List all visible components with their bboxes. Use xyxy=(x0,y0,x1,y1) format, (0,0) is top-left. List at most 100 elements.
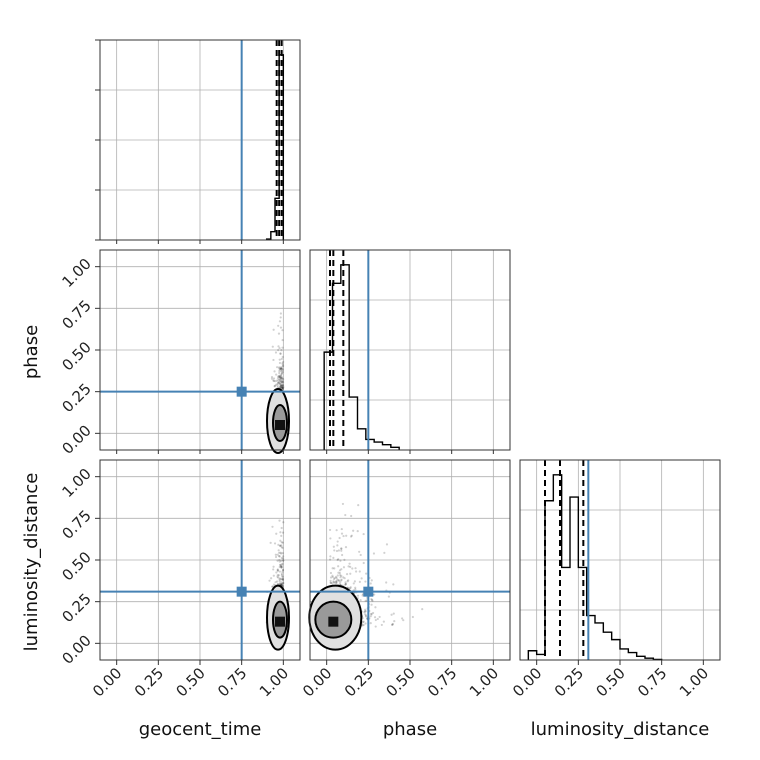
sample-point xyxy=(278,577,281,580)
sample-point xyxy=(335,549,339,553)
sample-point xyxy=(272,377,276,380)
x-axis-label-luminosity-distance: luminosity_distance xyxy=(531,719,710,740)
sample-point xyxy=(281,575,284,579)
x-tick-label: 0.75 xyxy=(424,664,460,700)
sample-point xyxy=(281,562,284,565)
sample-point xyxy=(278,367,281,370)
truth-marker xyxy=(236,586,247,597)
sample-point xyxy=(370,579,373,582)
sample-point xyxy=(281,363,284,366)
sample-point xyxy=(281,384,284,387)
sample-point xyxy=(344,581,347,584)
sample-point xyxy=(280,552,283,555)
sample-point xyxy=(332,581,335,584)
sample-point xyxy=(279,367,282,370)
sample-point xyxy=(335,580,338,583)
sample-point xyxy=(329,581,332,585)
sample-point xyxy=(345,573,349,576)
sample-point xyxy=(278,378,281,381)
x-tick-label: 0.00 xyxy=(299,664,335,700)
sample-point xyxy=(280,368,283,371)
sample-point xyxy=(401,617,404,620)
sample-point xyxy=(272,328,275,331)
sample-point xyxy=(276,559,279,562)
sample-point xyxy=(353,580,356,583)
sample-point xyxy=(331,582,334,585)
sample-point xyxy=(280,583,283,586)
y-tick-label: 0.25 xyxy=(58,590,94,626)
density-peak xyxy=(275,420,285,430)
sample-point xyxy=(364,610,367,613)
sample-point xyxy=(280,372,283,375)
sample-point xyxy=(277,379,280,382)
sample-point xyxy=(278,382,282,385)
x-tick-label: 1.00 xyxy=(256,664,292,700)
sample-point xyxy=(378,615,381,619)
sample-point xyxy=(335,582,338,585)
sample-point xyxy=(356,594,360,597)
sample-point xyxy=(279,563,282,566)
sample-point xyxy=(411,615,414,619)
sample-point xyxy=(279,378,282,381)
sample-point xyxy=(340,527,343,531)
sample-point xyxy=(279,316,282,319)
sample-point xyxy=(281,365,284,368)
sample-point xyxy=(370,613,373,616)
truth-marker xyxy=(236,386,247,397)
sample-point xyxy=(335,576,338,580)
x-tick-label: 0.50 xyxy=(592,664,628,700)
sample-point xyxy=(336,540,339,543)
sample-point xyxy=(279,544,282,547)
sample-point xyxy=(393,620,396,623)
sample-point xyxy=(279,383,283,387)
sample-point xyxy=(275,580,279,583)
sample-point xyxy=(385,581,388,584)
sample-point xyxy=(281,582,285,585)
sample-point xyxy=(342,566,346,569)
sample-point xyxy=(282,364,285,367)
sample-point xyxy=(276,553,279,556)
sample-point xyxy=(391,623,394,626)
sample-point xyxy=(340,547,343,550)
sample-point xyxy=(392,612,395,615)
sample-point xyxy=(278,369,281,373)
sample-point xyxy=(274,555,278,559)
sample-point xyxy=(280,566,283,569)
sample-point xyxy=(280,541,283,544)
svg-text:phase: phase xyxy=(383,719,437,740)
sample-point xyxy=(349,586,352,589)
sample-point xyxy=(357,504,360,507)
sample-point xyxy=(338,571,342,575)
sample-point xyxy=(340,578,343,581)
sample-point xyxy=(360,577,363,580)
sample-point xyxy=(338,569,342,572)
sample-point xyxy=(369,615,372,618)
sample-point xyxy=(273,542,277,545)
sample-point xyxy=(347,565,350,568)
sample-point xyxy=(280,572,283,575)
x-tick-label: 0.75 xyxy=(214,664,250,700)
sample-point xyxy=(275,571,278,574)
sample-point xyxy=(337,549,340,552)
sample-point xyxy=(278,361,282,365)
sample-point xyxy=(364,608,367,611)
sample-point xyxy=(278,570,281,573)
sample-point xyxy=(361,624,364,627)
scatter-panel-geocent_time-luminosity_distance xyxy=(99,459,301,661)
sample-point xyxy=(270,375,274,379)
sample-point xyxy=(392,583,395,586)
sample-point xyxy=(342,534,345,538)
sample-point xyxy=(281,379,284,382)
sample-point xyxy=(280,384,283,387)
sample-point xyxy=(272,379,275,382)
sample-point xyxy=(281,569,285,572)
sample-point xyxy=(358,580,361,583)
sample-point xyxy=(281,329,284,332)
sample-point xyxy=(274,581,277,584)
sample-point xyxy=(278,368,282,371)
sample-point xyxy=(280,385,283,389)
sample-point xyxy=(369,621,372,625)
sample-point xyxy=(278,582,281,585)
sample-point xyxy=(280,584,283,587)
sample-point xyxy=(275,373,278,376)
